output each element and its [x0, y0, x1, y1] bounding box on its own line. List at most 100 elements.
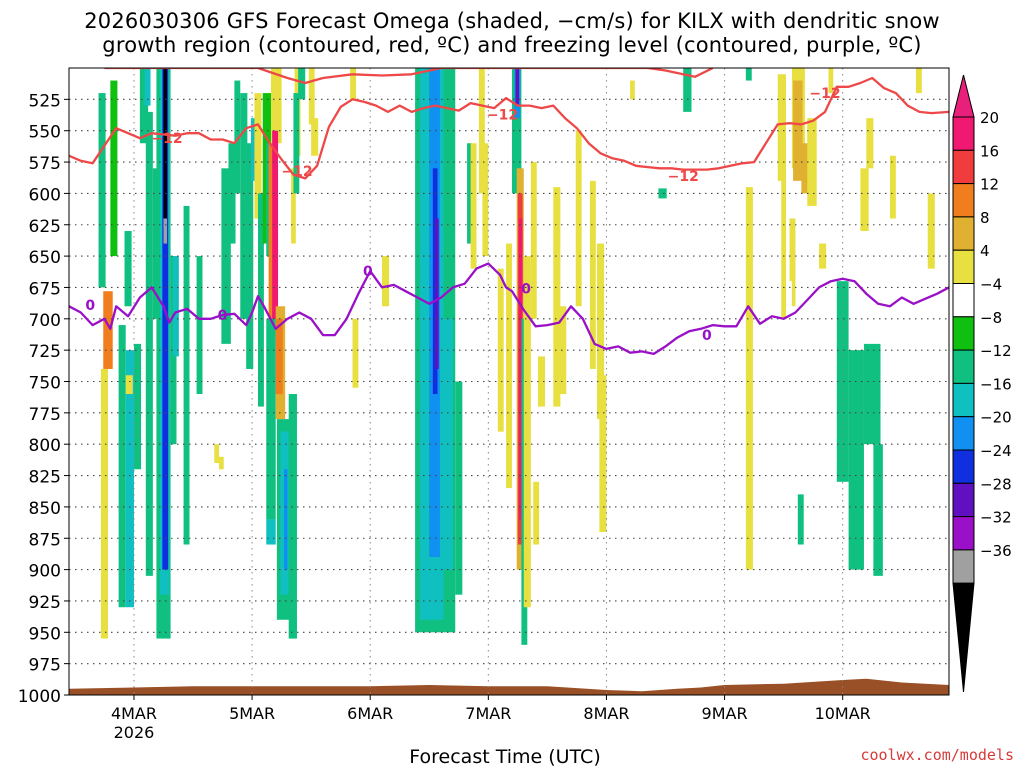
colorbar-segment	[952, 482, 975, 518]
omega-cell	[163, 68, 168, 219]
omega-cell	[270, 68, 282, 144]
freezing-level-line	[69, 262, 949, 356]
y-axis: 525 550 575 600 625 650 675 700 725 750 775 800 825 8…	[18, 91, 69, 707]
dgz-contour-label: −12	[151, 131, 182, 147]
colorbar-label: 4	[980, 242, 990, 260]
omega-cell	[308, 68, 315, 125]
y-tick-label: 800	[29, 436, 61, 456]
omega-cell	[291, 168, 296, 244]
omega-cell	[467, 143, 472, 244]
y-tick-label: 525	[29, 91, 61, 111]
y-tick-label: 625	[29, 217, 61, 237]
omega-cell	[915, 68, 922, 94]
contour-labels: −12 −12 −12 −12 −12 0 0 0 0 0	[85, 86, 840, 344]
colorbar-label: 20	[980, 109, 999, 127]
omega-cell	[118, 325, 126, 608]
colorbar-label: −4	[980, 276, 1002, 294]
omega-cell	[266, 519, 276, 545]
chart-title-line-1: 2026030306 GFS Forecast Omega (shaded, −…	[84, 9, 940, 33]
omega-cell	[599, 375, 607, 532]
colorbar-segment	[952, 183, 975, 218]
omega-cell	[807, 118, 817, 206]
omega-cell	[777, 74, 786, 181]
omega-cell	[144, 68, 151, 106]
omega-cell	[873, 444, 883, 576]
omega-cell	[482, 143, 489, 257]
omega-cell	[214, 444, 220, 464]
omega-cell	[848, 350, 864, 570]
colorbar-segment	[952, 316, 975, 351]
omega-cell	[791, 249, 796, 307]
colorbar-segment	[952, 116, 975, 151]
grid-lines	[69, 68, 949, 695]
omega-cell	[152, 168, 159, 319]
omega-cell	[860, 168, 869, 232]
dgz-contour-label: −12	[281, 164, 312, 180]
colorbar-label: −24	[980, 442, 1012, 460]
colorbar-label: −16	[980, 375, 1012, 393]
omega-cell	[793, 80, 803, 181]
y-tick-label: 775	[29, 405, 61, 425]
omega-cell	[745, 68, 752, 81]
omega-cell	[575, 130, 582, 307]
colorbar-bottom-arrow	[952, 582, 975, 693]
omega-cell	[683, 68, 692, 112]
omega-cell	[630, 80, 635, 100]
colorbar-segment	[952, 449, 975, 484]
omega-cell	[478, 68, 485, 194]
freezing-contour-label: 0	[218, 308, 228, 324]
dgz-contour-label: −12	[809, 86, 840, 102]
omega-cell	[98, 93, 106, 288]
dgz-contour-label: −12	[487, 107, 518, 123]
colorbar-top-arrow	[952, 74, 975, 118]
y-tick-label: 925	[29, 593, 61, 613]
omega-cell	[145, 111, 153, 576]
chart-title-line-2: growth region (contoured, red, ºC) and f…	[102, 33, 922, 57]
y-tick-label: 950	[29, 624, 61, 644]
colorbar-label: 12	[980, 176, 999, 194]
omega-cell	[828, 68, 834, 94]
colorbar-segment	[952, 283, 975, 318]
colorbar-label: −28	[980, 475, 1012, 493]
y-tick-label: 650	[29, 248, 61, 268]
colorbar-segment	[952, 549, 975, 584]
x-tick-label: 10MAR	[815, 704, 871, 723]
omega-cell	[283, 469, 288, 570]
omega-cell	[125, 350, 134, 608]
omega-cell	[553, 187, 561, 407]
omega-cell	[100, 368, 108, 639]
omega-cell	[124, 231, 132, 307]
contour-lines	[69, 68, 949, 356]
omega-cell	[311, 118, 319, 156]
y-tick-label: 600	[29, 185, 61, 205]
omega-cell	[352, 318, 359, 388]
x-tick-label: 4MAR	[111, 704, 157, 723]
omega-cell	[497, 268, 504, 432]
omega-cell	[519, 218, 523, 520]
omega-cell	[889, 155, 896, 219]
omega-cell	[219, 456, 224, 470]
omega-cell	[196, 256, 203, 395]
omega-cell	[103, 291, 113, 369]
freezing-contour-label: 0	[363, 264, 373, 280]
x-tick-label: 9MAR	[702, 704, 748, 723]
omega-cell	[506, 243, 512, 489]
omega-cell	[133, 343, 142, 470]
x-tick-label: 8MAR	[583, 704, 629, 723]
omega-cell	[801, 143, 810, 194]
colorbar-segment	[952, 149, 975, 185]
omega-cell	[110, 80, 118, 257]
colorbar-segment	[952, 516, 975, 551]
omega-cell	[298, 68, 306, 100]
freezing-contour-label: 0	[85, 298, 95, 314]
omega-cell	[350, 68, 357, 100]
y-tick-label: 550	[29, 123, 61, 143]
omega-cell	[250, 118, 257, 181]
omega-cell	[435, 218, 439, 369]
y-tick-label: 750	[29, 374, 61, 394]
x-tick-label: 7MAR	[465, 704, 511, 723]
colorbar-label: 8	[980, 209, 990, 227]
omega-cell	[819, 243, 827, 269]
freezing-contour-label: 0	[521, 282, 531, 298]
omega-shading	[98, 68, 935, 645]
